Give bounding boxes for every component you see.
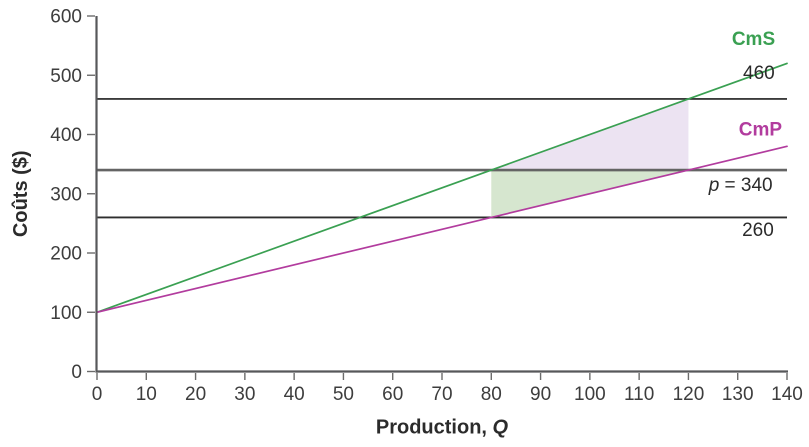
label-cmp: CmP xyxy=(739,120,783,141)
x-tick-label-20: 20 xyxy=(185,384,206,405)
y-tick-label-500: 500 xyxy=(50,66,82,87)
x-tick-label-140: 140 xyxy=(771,384,803,405)
y-axis-title: Coûts ($) xyxy=(10,150,32,237)
x-tick-label-80: 80 xyxy=(481,384,502,405)
x-tick-label-100: 100 xyxy=(574,384,606,405)
x-tick-label-30: 30 xyxy=(234,384,255,405)
x-axis-title: Production, Q xyxy=(376,417,509,439)
label-cms: CmS xyxy=(732,29,775,50)
y-tick-label-0: 0 xyxy=(71,362,82,383)
y-tick-label-100: 100 xyxy=(50,303,82,324)
x-tick-label-60: 60 xyxy=(382,384,403,405)
y-tick-label-200: 200 xyxy=(50,244,82,265)
x-tick-label-70: 70 xyxy=(431,384,452,405)
label-460: 460 xyxy=(743,63,775,84)
x-tick-label-90: 90 xyxy=(530,384,551,405)
x-tick-label-50: 50 xyxy=(333,384,354,405)
x-tick-label-110: 110 xyxy=(624,384,654,405)
x-tick-label-0: 0 xyxy=(92,384,103,405)
x-tick-label-40: 40 xyxy=(284,384,305,405)
y-tick-label-300: 300 xyxy=(50,184,82,205)
x-tick-label-120: 120 xyxy=(673,384,705,405)
label-price: p = 340 xyxy=(708,175,773,196)
y-tick-label-400: 400 xyxy=(50,125,82,146)
series-CmP xyxy=(96,145,788,314)
x-tick-label-10: 10 xyxy=(136,384,157,405)
label-260: 260 xyxy=(742,220,774,241)
series-CmS xyxy=(96,62,788,314)
x-tick-label-130: 130 xyxy=(722,384,754,405)
y-tick-label-600: 600 xyxy=(50,7,82,28)
